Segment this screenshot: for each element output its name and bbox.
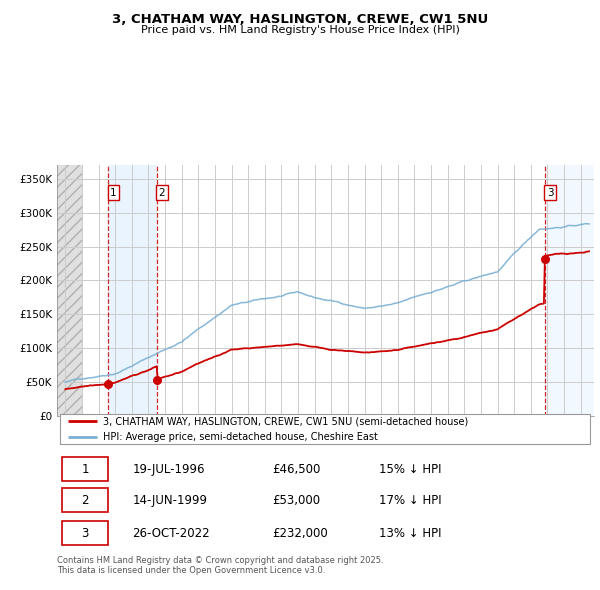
Text: HPI: Average price, semi-detached house, Cheshire East: HPI: Average price, semi-detached house,… [103,432,377,442]
FancyBboxPatch shape [62,520,108,545]
Text: 3, CHATHAM WAY, HASLINGTON, CREWE, CW1 5NU: 3, CHATHAM WAY, HASLINGTON, CREWE, CW1 5… [112,13,488,26]
Text: £232,000: £232,000 [272,526,328,540]
Text: 3: 3 [547,188,553,198]
Text: 3: 3 [82,526,89,540]
Text: 15% ↓ HPI: 15% ↓ HPI [379,463,442,476]
Text: £46,500: £46,500 [272,463,320,476]
Text: 14-JUN-1999: 14-JUN-1999 [132,493,207,507]
Text: 1: 1 [110,188,117,198]
Bar [57,165,82,416]
Text: 19-JUL-1996: 19-JUL-1996 [132,463,205,476]
FancyBboxPatch shape [59,414,590,444]
Text: Price paid vs. HM Land Registry's House Price Index (HPI): Price paid vs. HM Land Registry's House … [140,25,460,35]
FancyBboxPatch shape [62,457,108,481]
Text: 26-OCT-2022: 26-OCT-2022 [132,526,210,540]
Text: 2: 2 [159,188,166,198]
Text: £53,000: £53,000 [272,493,320,507]
FancyBboxPatch shape [62,487,108,512]
Text: 1: 1 [82,463,89,476]
Text: 3, CHATHAM WAY, HASLINGTON, CREWE, CW1 5NU (semi-detached house): 3, CHATHAM WAY, HASLINGTON, CREWE, CW1 5… [103,417,468,427]
Text: 17% ↓ HPI: 17% ↓ HPI [379,493,442,507]
Text: Contains HM Land Registry data © Crown copyright and database right 2025.
This d: Contains HM Land Registry data © Crown c… [57,556,383,575]
Text: 2: 2 [82,493,89,507]
Bar [545,165,594,416]
Bar [108,165,157,416]
Text: 13% ↓ HPI: 13% ↓ HPI [379,526,442,540]
